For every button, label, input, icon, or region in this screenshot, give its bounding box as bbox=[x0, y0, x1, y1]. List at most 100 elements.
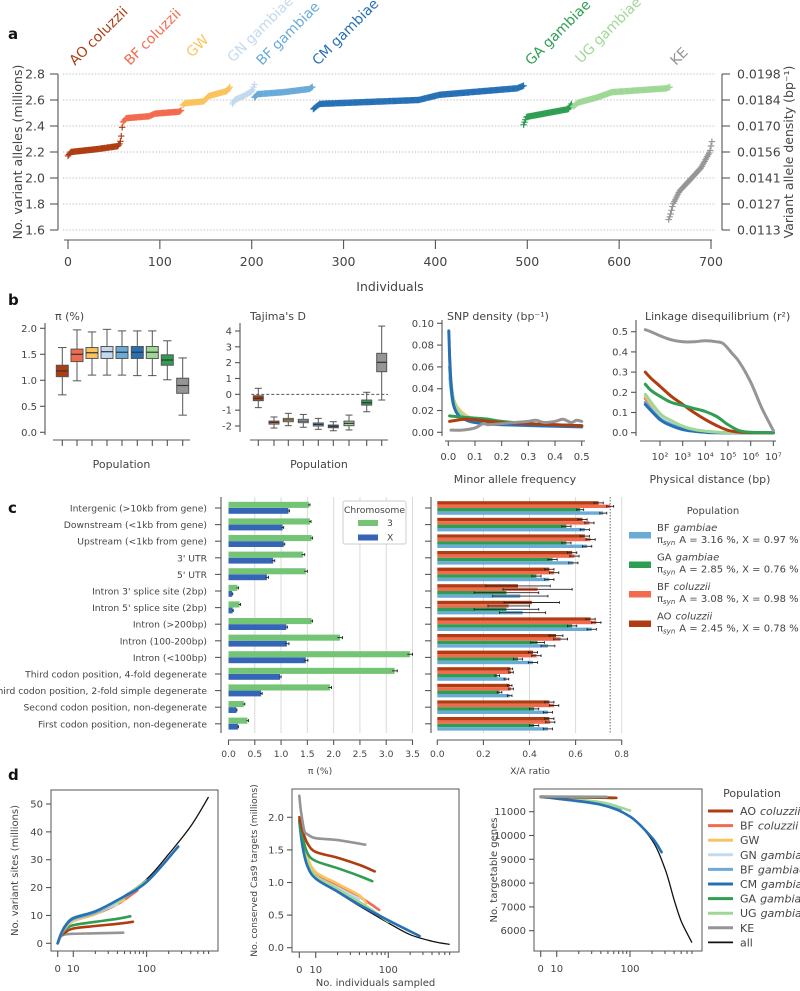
plot-frame bbox=[533, 788, 703, 952]
population-code: AO bbox=[740, 805, 756, 818]
legend-pi-syn: πsyn A = 3.08 %, X = 0.98 % bbox=[657, 594, 799, 606]
x-tick-label: 10² bbox=[652, 452, 669, 463]
panel-title: SNP density (bp⁻¹) bbox=[447, 310, 549, 323]
bar bbox=[437, 667, 511, 671]
legend-item: X bbox=[358, 533, 393, 544]
box-BFg bbox=[312, 417, 324, 430]
pi-symbol: π bbox=[657, 565, 663, 576]
population-species: coluzzii bbox=[674, 582, 711, 593]
data-point bbox=[248, 88, 255, 95]
legend-item: BF coluzzii bbox=[708, 820, 798, 833]
population-species: coluzzii bbox=[676, 612, 713, 623]
y2-tick-label: 0.0156 bbox=[737, 145, 781, 160]
bar bbox=[228, 584, 238, 591]
data-point bbox=[225, 85, 232, 92]
data-point bbox=[707, 142, 715, 150]
panel-label-a: a bbox=[8, 25, 18, 43]
legend-item: GA gambiae πsyn A = 2.85 %, X = 0.76 % bbox=[629, 553, 799, 577]
x-tick-label: 2.0 bbox=[326, 749, 341, 760]
y-tick-label: 4 bbox=[226, 327, 232, 338]
x-tick-label: 100 bbox=[148, 254, 172, 269]
box-GW bbox=[85, 331, 99, 376]
pi-subscript: syn bbox=[663, 628, 675, 636]
x-tick-label: 0.0 bbox=[221, 749, 236, 760]
population-code: GN bbox=[740, 849, 757, 862]
y-tick-label: 2.4 bbox=[25, 119, 45, 134]
legend-label: BF coluzzii bbox=[740, 820, 798, 833]
bar bbox=[228, 657, 306, 664]
bar bbox=[228, 591, 233, 597]
panel-c-pi-by-site-class: 0.0 0.5 1.0 1.5 2.0 2.5 3.0 3.5 π (%) Intergenic … bbox=[0, 497, 420, 777]
y-tick-label: 0.10 bbox=[412, 319, 434, 330]
bar bbox=[437, 508, 581, 512]
data-point bbox=[666, 213, 673, 220]
x-tick-label: 0.6 bbox=[568, 749, 583, 760]
bar bbox=[228, 723, 238, 730]
data-point bbox=[115, 142, 122, 149]
y-tick-label: 0 bbox=[226, 390, 232, 401]
box bbox=[100, 346, 114, 359]
data-point bbox=[117, 138, 124, 145]
x-tick-label: 10⁴ bbox=[697, 452, 714, 463]
box-CM bbox=[327, 421, 339, 432]
population-species: coluzzii bbox=[137, 6, 185, 54]
bar bbox=[437, 634, 557, 638]
y-tick-label: 0.0 bbox=[21, 428, 37, 439]
pi-syn-values: A = 2.45 %, X = 0.78 % bbox=[679, 624, 798, 635]
bar-series-BFc bbox=[437, 504, 615, 724]
data-point bbox=[520, 82, 527, 89]
population-code: BF bbox=[254, 45, 278, 69]
box-GN bbox=[297, 413, 309, 428]
legend-label: BF gambiae bbox=[740, 863, 800, 876]
y-tick-label: 0.5 bbox=[21, 402, 37, 413]
legend-swatch bbox=[358, 534, 378, 541]
bar bbox=[228, 574, 267, 581]
data-point bbox=[309, 83, 316, 91]
bar bbox=[437, 521, 590, 525]
legend-population-label: BF coluzzii bbox=[657, 582, 711, 593]
bar bbox=[228, 690, 262, 697]
legend-swatch bbox=[358, 520, 378, 526]
data-point bbox=[665, 216, 672, 223]
x-tick-label: 0.0 bbox=[430, 749, 445, 760]
box-KE bbox=[176, 357, 190, 416]
series-GW bbox=[179, 83, 233, 109]
population-code: UG bbox=[573, 41, 599, 67]
bar bbox=[228, 640, 287, 647]
y-tick-label: 9000 bbox=[501, 855, 526, 866]
pi-subscript: syn bbox=[663, 539, 675, 547]
series-line-AO bbox=[448, 417, 584, 428]
x-tick-label: 10⁶ bbox=[742, 452, 759, 463]
pi-symbol: π bbox=[657, 624, 663, 635]
population-species: gambiae bbox=[676, 553, 720, 564]
bar bbox=[228, 568, 306, 575]
bar bbox=[437, 644, 548, 648]
y-tick-label: 0.04 bbox=[412, 384, 434, 395]
data-point bbox=[251, 81, 258, 88]
bar bbox=[228, 707, 237, 713]
y-tick-label: 0.08 bbox=[412, 341, 434, 352]
x-tick-label: 700 bbox=[699, 254, 723, 269]
bar bbox=[228, 618, 312, 625]
series-UG bbox=[570, 83, 673, 110]
legend-item: BF coluzzii πsyn A = 3.08 %, X = 0.98 % bbox=[629, 582, 799, 606]
x-tick-label: 3.0 bbox=[379, 749, 394, 760]
population-species: gambiae bbox=[761, 849, 800, 862]
y-tick-label: 0.02 bbox=[412, 406, 434, 417]
series-BFg bbox=[251, 83, 316, 101]
y-tick-label: -1 bbox=[222, 406, 232, 417]
legend-title: Population bbox=[687, 506, 740, 517]
box-UG bbox=[343, 414, 355, 431]
panel-d-targetable-genes: 6000 7000 8000 9000 10000 11000 0 10 100 No. targ… bbox=[489, 788, 703, 975]
y-tick-label: 0.3 bbox=[612, 368, 628, 379]
y-tick-label: 0.1 bbox=[612, 408, 628, 419]
category-label: Intron (100-200bp) bbox=[120, 636, 207, 647]
y-tick-label: 10 bbox=[30, 911, 43, 922]
legend-item: UG gambiae bbox=[708, 907, 800, 920]
data-point bbox=[176, 107, 184, 115]
series-AO bbox=[64, 124, 126, 160]
bar bbox=[437, 723, 535, 728]
category-label: Intron 3' splice site (2bp) bbox=[92, 587, 207, 598]
bar-series-GA bbox=[437, 508, 585, 728]
